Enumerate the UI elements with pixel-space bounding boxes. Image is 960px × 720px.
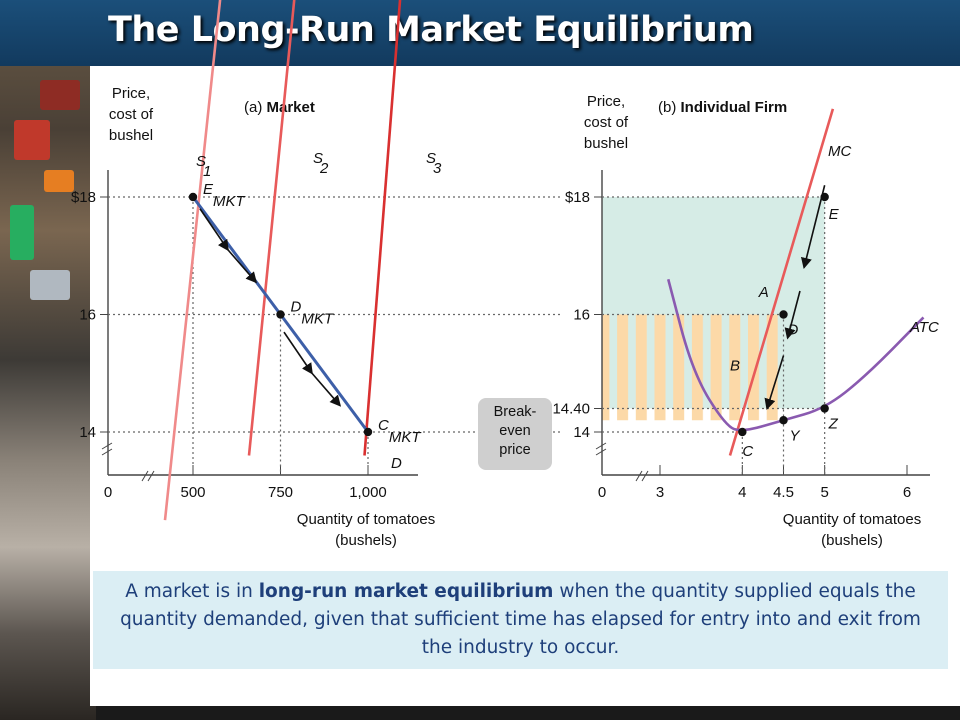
break-even-line: even xyxy=(499,423,531,439)
break-even-line: price xyxy=(499,442,531,458)
y-tick-label: 16 xyxy=(573,307,590,324)
y-tick-label: 14 xyxy=(573,424,590,441)
series-label: D xyxy=(391,455,402,472)
sign-decoration xyxy=(10,205,34,260)
y-axis-break xyxy=(595,442,607,456)
y-axis-label: bushel xyxy=(109,127,153,144)
atc-curve xyxy=(666,278,925,432)
equilibrium-point xyxy=(276,310,285,319)
adjustment-arrow xyxy=(283,331,313,375)
panel-title-bold: Individual Firm xyxy=(681,99,788,116)
y-axis-label: Price, xyxy=(587,93,625,110)
x-axis-break xyxy=(635,470,649,482)
caption-pre: A market is in xyxy=(125,581,259,602)
background-photo xyxy=(0,0,96,720)
adjustment-arrow xyxy=(764,355,785,411)
x-tick-label: 750 xyxy=(268,484,293,501)
point-label: C xyxy=(742,443,753,460)
x-tick-label: 0 xyxy=(598,484,606,501)
x-axis-label: Quantity of tomatoes xyxy=(297,511,435,528)
adjustment-arrow xyxy=(311,372,342,407)
y-tick-label: $18 xyxy=(565,189,590,206)
sign-decoration xyxy=(44,170,74,192)
y-tick-label: 16 xyxy=(79,307,96,324)
x-axis-label: (bushels) xyxy=(821,532,883,549)
series-label-sub: 3 xyxy=(433,160,442,177)
x-tick-label: 4.5 xyxy=(773,484,794,501)
point-label: E xyxy=(829,206,840,223)
x-axis-break xyxy=(141,470,155,482)
mc-label: MC xyxy=(828,143,851,160)
y-axis-break xyxy=(101,442,113,456)
x-axis-label: (bushels) xyxy=(335,532,397,549)
point-label-sub: MKT xyxy=(389,429,423,446)
y-axis-label: cost of xyxy=(109,106,154,123)
panel-a: (a) Market Price, cost of bushel Quantity of… xyxy=(71,0,560,549)
x-tick-label: 1,000 xyxy=(349,484,387,501)
mc-curve xyxy=(728,108,835,456)
break-even-line: Break- xyxy=(493,404,537,420)
x-tick-label: 5 xyxy=(820,484,828,501)
panel-title-bold: Market xyxy=(267,99,315,116)
series-label-sub: 1 xyxy=(203,163,211,180)
point-label-sub: MKT xyxy=(213,193,247,210)
panel-b: (b) Individual Firm Price, cost of bushel Qu… xyxy=(552,93,939,549)
sign-decoration xyxy=(14,120,50,160)
point-label: EMKT xyxy=(203,181,247,210)
adjustment-arrow xyxy=(227,249,258,284)
y-axis-label: cost of xyxy=(584,114,629,131)
point-label-sub: MKT xyxy=(301,311,335,328)
equilibrium-point xyxy=(779,416,788,425)
series-line xyxy=(163,0,222,521)
caption-post: when the quantity supplied equals the qu… xyxy=(120,581,921,658)
adjustment-arrow xyxy=(784,290,801,340)
equilibrium-point xyxy=(363,427,373,437)
adjustment-arrow xyxy=(199,208,229,252)
point-label: Z xyxy=(828,416,839,433)
break-even-badge: Break- even price xyxy=(478,398,552,470)
series-line xyxy=(363,0,402,456)
y-tick-label: 14 xyxy=(79,424,96,441)
y-axis-label: bushel xyxy=(584,135,628,152)
series-line xyxy=(247,0,296,456)
y-tick-label: 14.40 xyxy=(552,401,590,418)
adjustment-arrow xyxy=(800,185,826,270)
region-label: B xyxy=(730,357,740,374)
equilibrium-point xyxy=(738,427,747,437)
region-label: A xyxy=(758,284,769,301)
y-axis-label: Price, xyxy=(112,85,150,102)
atc-label: ATC xyxy=(909,319,939,336)
panel-title: (a) Market xyxy=(244,99,315,116)
x-tick-label: 6 xyxy=(903,484,911,501)
panel-title: (b) Individual Firm xyxy=(658,99,787,116)
equilibrium-point xyxy=(779,310,788,319)
caption-term: long-run market equilibrium xyxy=(258,581,554,602)
sign-decoration xyxy=(30,270,70,300)
x-tick-label: 0 xyxy=(104,484,112,501)
x-tick-label: 500 xyxy=(180,484,205,501)
equilibrium-point xyxy=(188,192,198,202)
sign-decoration xyxy=(40,80,80,110)
point-label: Y xyxy=(790,427,801,444)
x-tick-label: 4 xyxy=(738,484,746,501)
point-label: CMKT xyxy=(378,417,422,446)
point-label: DMKT xyxy=(291,299,335,328)
caption-box: A market is in long-run market equilibri… xyxy=(93,571,948,669)
caption-text: A market is in long-run market equilibri… xyxy=(103,578,938,662)
series-label-sub: 2 xyxy=(319,160,329,177)
y-tick-label: $18 xyxy=(71,189,96,206)
equilibrium-point xyxy=(820,404,829,413)
x-axis-label: Quantity of tomatoes xyxy=(783,511,921,528)
x-tick-label: 3 xyxy=(656,484,664,501)
